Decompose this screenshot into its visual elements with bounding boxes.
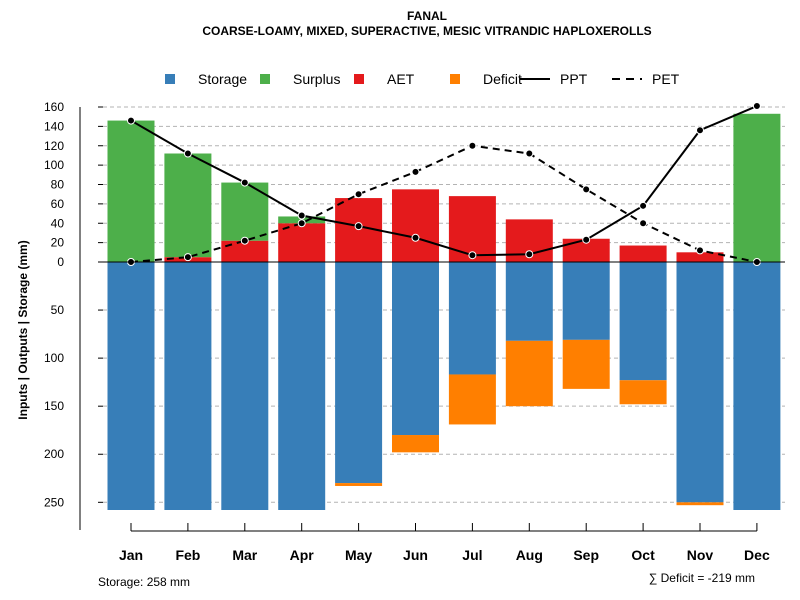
legend: Storage Surplus AET Deficit PPT PET <box>165 71 680 87</box>
storage-bar <box>164 262 212 510</box>
ppt-point <box>297 211 306 220</box>
x-tick-label-jan: Jan <box>119 547 143 563</box>
storage-bar <box>562 262 610 340</box>
aet-bar <box>562 238 610 262</box>
deficit-legend-swatch <box>450 74 460 84</box>
y-tick-label: 200 <box>44 447 64 461</box>
y-tick-label: 150 <box>44 399 64 413</box>
storage-bar <box>619 262 667 381</box>
aet-bar <box>278 223 326 262</box>
storage-bar <box>107 262 155 510</box>
pet-point <box>468 141 477 150</box>
x-tick-label-may: May <box>345 547 372 563</box>
pet-point <box>582 185 591 194</box>
ppt-point <box>639 201 648 210</box>
pet-point <box>297 219 306 228</box>
x-tick-label-dec: Dec <box>744 547 770 563</box>
chart-title: FANAL <box>407 9 447 23</box>
pet-point <box>183 253 192 262</box>
x-tick-label-feb: Feb <box>175 547 200 563</box>
x-tick-label-aug: Aug <box>516 547 543 563</box>
ppt-point <box>468 251 477 260</box>
aet-legend-label: AET <box>387 71 415 87</box>
ppt-line <box>130 105 758 257</box>
y-tick-label: 100 <box>44 158 64 172</box>
ppt-point <box>183 149 192 158</box>
pet-point <box>240 236 249 245</box>
y-tick-label: 50 <box>51 303 65 317</box>
deficit-bar <box>505 340 553 407</box>
ppt-legend-label: PPT <box>560 71 588 87</box>
series-lines <box>127 102 761 266</box>
x-tick-label-jul: Jul <box>462 547 482 563</box>
storage-bar <box>392 262 439 436</box>
surplus-legend-label: Surplus <box>293 71 340 87</box>
y-tick-label: 100 <box>44 351 64 365</box>
storage-legend-label: Storage <box>198 71 247 87</box>
y-tick-label: 20 <box>51 236 65 250</box>
aet-bar <box>676 252 724 262</box>
storage-bar <box>335 262 383 484</box>
x-tick-label-mar: Mar <box>232 547 257 563</box>
storage-note: Storage: 258 mm <box>98 575 190 589</box>
storage-legend-swatch <box>165 74 175 84</box>
aet-legend-swatch <box>354 74 364 84</box>
storage-bar <box>448 262 496 375</box>
bars <box>107 113 781 510</box>
y-tick-label: 0 <box>57 255 64 269</box>
deficit-bar <box>448 374 496 425</box>
ppt-point <box>354 222 363 231</box>
deficit-bar <box>619 380 667 405</box>
ppt-point <box>582 235 591 244</box>
surplus-bar <box>107 120 155 262</box>
y-tick-label: 40 <box>51 216 65 230</box>
surplus-legend-swatch <box>260 74 270 84</box>
pet-point <box>411 167 420 176</box>
chart-subtitle: COARSE-LOAMY, MIXED, SUPERACTIVE, MESIC … <box>202 24 651 38</box>
x-tick-label-oct: Oct <box>631 547 655 563</box>
surplus-bar <box>164 153 212 258</box>
y-tick-label: 60 <box>51 197 65 211</box>
axes: 0 20 40 60 80 100 120 140 160 50 100 150 200 250 Jan Fe… <box>44 100 785 563</box>
x-tick-label-jun: Jun <box>403 547 428 563</box>
deficit-bar <box>335 483 383 486</box>
pet-legend-label: PET <box>652 71 680 87</box>
storage-bar <box>221 262 269 510</box>
aet-bar <box>221 240 269 262</box>
storage-bar <box>733 262 781 510</box>
y-tick-label: 120 <box>44 139 64 153</box>
storage-bar <box>505 262 553 341</box>
ppt-point <box>696 126 704 135</box>
ppt-point <box>752 102 761 111</box>
y-tick-label: 80 <box>51 178 65 192</box>
pet-point <box>354 190 363 199</box>
deficit-note: ∑ Deficit = -219 mm <box>649 571 755 585</box>
deficit-bar <box>562 339 610 389</box>
y-tick-label: 140 <box>44 119 64 133</box>
pet-point <box>639 219 648 228</box>
deficit-legend-label: Deficit <box>483 71 522 87</box>
aet-bar <box>392 189 439 262</box>
storage-bar <box>278 262 326 510</box>
y-tick-label: 160 <box>44 100 64 114</box>
pet-point <box>696 246 704 255</box>
x-tick-label-nov: Nov <box>687 547 714 563</box>
aet-bar <box>619 245 667 262</box>
ppt-point <box>240 178 249 187</box>
deficit-bar <box>392 435 439 453</box>
x-tick-label-sep: Sep <box>573 547 599 563</box>
ppt-point <box>411 233 420 242</box>
storage-bar <box>676 262 724 503</box>
ppt-point <box>525 250 534 259</box>
deficit-bar <box>676 502 724 506</box>
y-tick-label: 250 <box>44 495 64 509</box>
pet-line <box>130 144 758 263</box>
ppt-point <box>127 116 135 125</box>
surplus-bar <box>733 113 781 262</box>
x-tick-label-apr: Apr <box>290 547 315 563</box>
gridlines <box>103 106 785 503</box>
y-axis-label: Inputs | Outputs | Storage (mm) <box>16 240 30 419</box>
pet-point <box>525 149 534 158</box>
